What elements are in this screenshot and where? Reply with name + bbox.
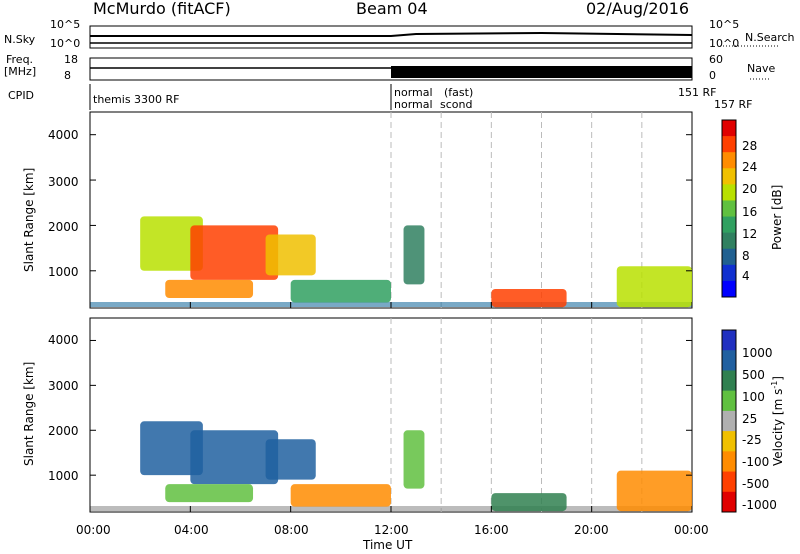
- velocity-ytick-3000: 3000: [48, 379, 79, 393]
- nsearch-label: N.Search: [745, 31, 795, 44]
- nsearch-tick-bottom: 10^0: [709, 37, 740, 50]
- power-cbar-swatch-3: [722, 168, 736, 185]
- xtick-0000: 00:00: [76, 523, 111, 537]
- power-cbar-tick-24: 24: [742, 160, 758, 174]
- power-cbar-tick-20: 20: [742, 182, 758, 196]
- xtick-2400: 00:00: [674, 523, 709, 537]
- velocity-cbar-swatch-2: [722, 370, 736, 392]
- xtick-1200: 12:00: [374, 523, 409, 537]
- xtick-0400: 04:00: [174, 523, 209, 537]
- power-ytick-1000: 1000: [48, 265, 79, 279]
- velocity-cbar-swatch-5: [722, 431, 736, 452]
- velocity-cbar-tick-neg1000: -1000: [742, 498, 777, 512]
- velocity-ytick-1000: 1000: [48, 469, 79, 483]
- xtick-2000: 20:00: [574, 523, 609, 537]
- power-ytick-3000: 3000: [48, 175, 79, 189]
- nave-dense-block: [391, 66, 692, 78]
- cpid-label: CPID: [8, 89, 35, 102]
- nsearch-tick-top: 10^5: [709, 18, 740, 31]
- velocity-echo-region-4: [290, 484, 391, 507]
- power-cbar-tick-16: 16: [742, 205, 758, 219]
- velocity-cbar-tick-100: 100: [742, 390, 765, 404]
- velocity-cbar-swatch-3: [722, 390, 736, 412]
- xtick-1600: 16:00: [474, 523, 509, 537]
- velocity-echo-region-0: [140, 421, 203, 476]
- power-cbar-swatch-10: [722, 280, 736, 298]
- nave-label: Nave: [747, 62, 776, 75]
- station-title: McMurdo (fitACF): [93, 0, 231, 18]
- power-cbar-swatch-5: [722, 200, 736, 218]
- power-echo-region-5: [403, 225, 425, 285]
- power-cbar-swatch-0: [722, 120, 736, 137]
- velocity-ytick-4000: 4000: [48, 333, 79, 347]
- velocity-cbar-tick-25: 25: [742, 412, 758, 426]
- power-cbar-swatch-9: [722, 264, 736, 282]
- power-cbar-tick-4: 4: [742, 269, 750, 283]
- velocity-cbar-tick-500: 500: [742, 368, 765, 382]
- velocity-ytick-2000: 2000: [48, 424, 79, 438]
- nsky-tick-bottom: 10^0: [50, 37, 81, 50]
- xaxis-label: Time UT: [363, 538, 413, 552]
- power-cbar-swatch-4: [722, 184, 736, 201]
- freq-label-1: Freq.: [6, 53, 34, 66]
- xtick-0800: 08:00: [274, 523, 309, 537]
- power-cbar-swatch-8: [722, 248, 736, 266]
- velocity-echo-region-5: [403, 430, 425, 489]
- velocity-cbar-tick-1000: 1000: [742, 346, 773, 360]
- nsky-label: N.Sky: [4, 33, 36, 46]
- velocity-cbar-swatch-1: [722, 350, 736, 371]
- velocity-cbar-swatch-7: [722, 471, 736, 493]
- velocity-echo-region-7: [616, 470, 692, 512]
- power-echo-region-4: [290, 279, 391, 303]
- date-title: 02/Aug/2016: [586, 0, 690, 18]
- velocity-cbar-swatch-8: [722, 491, 736, 513]
- velocity-cbar-swatch-4: [722, 410, 736, 432]
- power-cbar-tick-28: 28: [742, 139, 758, 153]
- velocity-cbar-swatch-0: [722, 330, 736, 351]
- nave-tick-top: 60: [709, 53, 723, 66]
- power-ytick-2000: 2000: [48, 220, 79, 234]
- velocity-cbar-frame: [721, 329, 737, 513]
- cpid-entry-fast: (fast): [444, 86, 474, 99]
- power-cbar-tick-12: 12: [742, 227, 758, 241]
- power-echo-region-3: [165, 279, 254, 299]
- velocity-echo-region-6: [491, 493, 567, 512]
- power-cbar-swatch-7: [722, 232, 736, 250]
- freq-label-2: [MHz]: [4, 65, 37, 78]
- beam-title: Beam 04: [356, 0, 428, 18]
- velocity-cbar-tick-neg25: -25: [742, 433, 762, 447]
- cpid-entry-157: 157 RF: [714, 98, 753, 111]
- freq-tick-top: 18: [64, 53, 78, 66]
- power-cbar-swatch-1: [722, 136, 736, 153]
- power-plot-frame: [89, 111, 693, 309]
- velocity-cbar-tick-neg100: -100: [742, 455, 770, 469]
- nsky-trace: [90, 31, 693, 37]
- cpid-entry-themis: themis 3300 RF: [93, 93, 180, 106]
- velocity-echo-region-1: [190, 430, 279, 485]
- power-echo-region-6: [491, 288, 567, 308]
- velocity-cbar-tick-neg500: -500: [742, 477, 770, 491]
- power-echo-region-0: [140, 216, 203, 271]
- nsky-tick-top: 10^5: [50, 18, 81, 31]
- nave-tick-bottom: 0: [709, 69, 716, 82]
- power-cbar-tick-8: 8: [742, 249, 750, 263]
- cpid-entry-scond: scond: [440, 98, 473, 111]
- power-cbar-frame: [721, 119, 737, 298]
- power-echo-region-2: [265, 234, 316, 276]
- power-ytick-4000: 4000: [48, 128, 79, 142]
- cpid-entry-151: 151 RF: [678, 86, 717, 99]
- velocity-echo-region-2: [265, 439, 316, 480]
- freq-tick-bottom: 8: [64, 69, 71, 82]
- power-cbar-swatch-6: [722, 216, 736, 234]
- cpid-entry-normal-2: normal: [394, 98, 433, 111]
- power-echo-region-1: [190, 225, 279, 280]
- cpid-entry-normal-1: normal: [394, 86, 433, 99]
- power-cbar-swatch-2: [722, 152, 736, 169]
- power-echo-region-7: [616, 266, 692, 308]
- velocity-echo-region-3: [165, 484, 254, 503]
- velocity-cbar-swatch-6: [722, 451, 736, 473]
